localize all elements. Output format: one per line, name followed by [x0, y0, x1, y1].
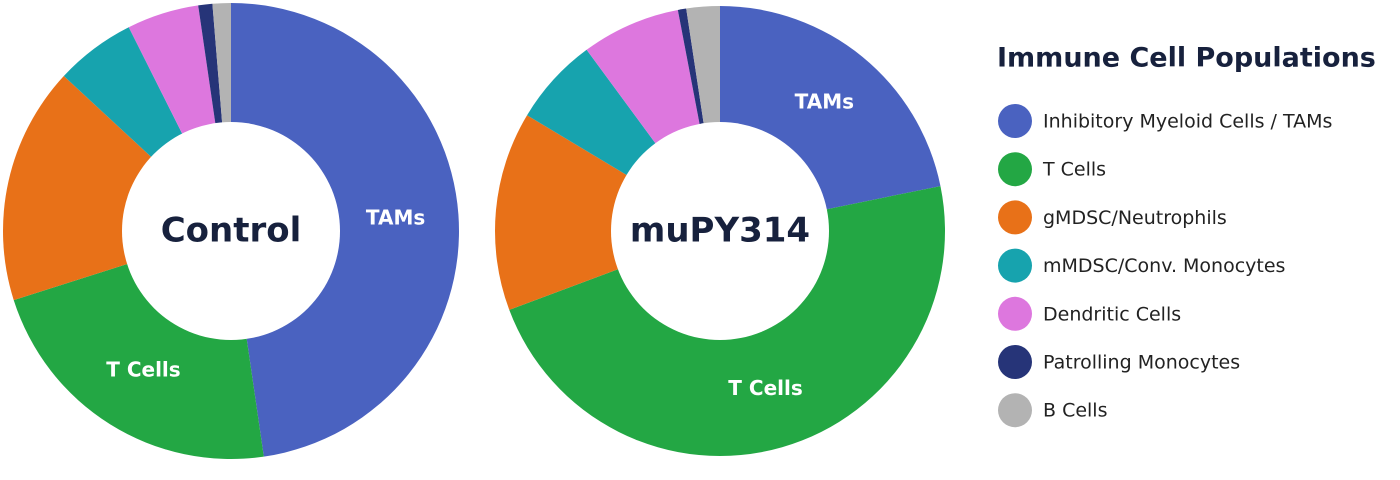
- legend-swatch: [998, 152, 1032, 187]
- legend-label: Inhibitory Myeloid Cells / TAMs: [1043, 111, 1332, 133]
- legend-swatch: [998, 104, 1032, 138]
- slice-label: TAMs: [366, 206, 425, 230]
- legend-label: Dendritic Cells: [1043, 303, 1181, 325]
- legend-title: Immune Cell Populations: [997, 43, 1376, 74]
- pie-slice: [495, 115, 720, 310]
- slice-label: TAMs: [795, 90, 854, 114]
- legend-label: Patrolling Monocytes: [1043, 352, 1240, 374]
- slice-label: T Cells: [728, 376, 802, 400]
- legend-swatch: [998, 393, 1032, 428]
- legend-swatch: [998, 296, 1032, 331]
- legend-label: B Cells: [1043, 400, 1108, 422]
- legend-label: gMDSC/Neutrophils: [1043, 207, 1227, 229]
- center-label: muPY314: [630, 211, 810, 251]
- donut-hole: [122, 122, 340, 340]
- legend-swatch: [998, 200, 1032, 235]
- legend-swatch: [998, 345, 1032, 379]
- legend-label: mMDSC/Conv. Monocytes: [1043, 255, 1285, 277]
- center-label: Control: [161, 211, 302, 251]
- slice-label: T Cells: [106, 357, 180, 381]
- donut-hole: [611, 122, 829, 340]
- pie-slice: [231, 3, 460, 457]
- legend-label: T Cells: [1042, 159, 1106, 181]
- legend-swatch: [998, 248, 1032, 283]
